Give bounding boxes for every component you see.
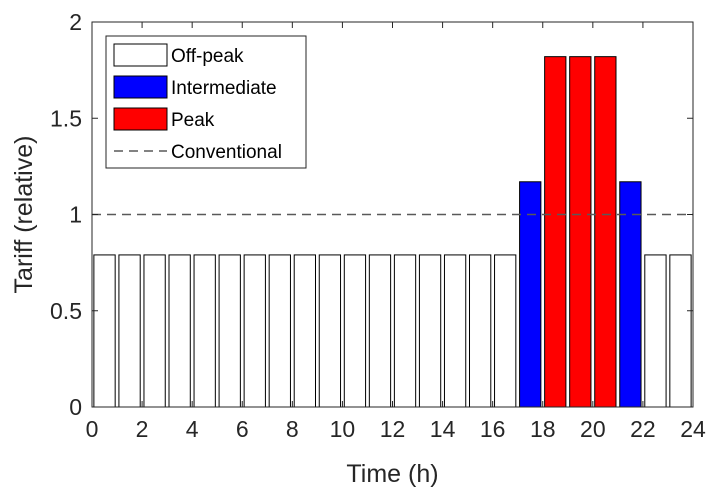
bar-intermediate-0 bbox=[519, 181, 542, 408]
bar-off-peak-17 bbox=[644, 254, 667, 408]
legend-label-peak: Peak bbox=[171, 110, 215, 131]
bar-intermediate-1 bbox=[619, 181, 642, 408]
x-tick-label: 16 bbox=[480, 416, 506, 442]
x-tick-label: 4 bbox=[186, 416, 199, 442]
bar-off-peak-13 bbox=[418, 254, 442, 408]
bar-off-peak-9 bbox=[318, 254, 342, 408]
bar-off-peak-5 bbox=[218, 254, 241, 408]
bar-off-peak-8 bbox=[293, 254, 316, 408]
bar-off-peak-11 bbox=[368, 254, 392, 408]
bar-peak-0 bbox=[544, 56, 567, 408]
y-tick-label: 1.5 bbox=[50, 105, 82, 131]
x-tick-label: 22 bbox=[630, 416, 656, 442]
bar-off-peak-0 bbox=[93, 254, 116, 408]
bar-peak-1 bbox=[569, 56, 592, 408]
y-tick-label: 1 bbox=[69, 202, 82, 228]
x-tick-label: 2 bbox=[136, 416, 149, 442]
legend-label-conventional: Conventional bbox=[171, 142, 282, 163]
legend-label-intermediate: Intermediate bbox=[171, 78, 277, 99]
bar-off-peak-14 bbox=[443, 254, 467, 408]
x-tick-label: 6 bbox=[236, 416, 249, 442]
bar-off-peak-2 bbox=[143, 254, 166, 408]
bar-off-peak-15 bbox=[469, 254, 492, 408]
x-axis: 0 2 4 6 8 10 12 14 16 18 20 22 24 bbox=[86, 22, 706, 442]
bar-off-peak-6 bbox=[243, 254, 266, 408]
legend-swatch-intermediate bbox=[113, 75, 168, 99]
y-tick-label: 2 bbox=[69, 9, 82, 35]
y-axis-label: Tariff (relative) bbox=[10, 136, 38, 294]
x-tick-label: 10 bbox=[330, 416, 356, 442]
bar-off-peak-3 bbox=[168, 254, 191, 408]
x-tick-label: 14 bbox=[430, 416, 456, 442]
legend-swatch-peak bbox=[113, 107, 168, 131]
x-axis-label: Time (h) bbox=[346, 460, 438, 488]
legend: Off-peak Intermediate Peak Conventional bbox=[105, 35, 307, 169]
bar-off-peak-16 bbox=[494, 254, 517, 408]
bar-peak-2 bbox=[594, 56, 617, 408]
y-tick-label: 0.5 bbox=[50, 298, 82, 324]
x-tick-label: 18 bbox=[530, 416, 556, 442]
x-tick-label: 8 bbox=[286, 416, 299, 442]
legend-label-off-peak: Off-peak bbox=[171, 46, 244, 67]
bar-off-peak-7 bbox=[268, 254, 291, 408]
bar-off-peak-12 bbox=[393, 254, 417, 408]
bars-layer bbox=[93, 56, 692, 408]
x-tick-label: 0 bbox=[86, 416, 99, 442]
bar-off-peak-4 bbox=[193, 254, 216, 408]
y-tick-label: 0 bbox=[69, 394, 82, 420]
bar-off-peak-1 bbox=[118, 254, 141, 408]
x-tick-label: 20 bbox=[580, 416, 606, 442]
legend-swatch-off-peak bbox=[113, 43, 168, 67]
y-axis: 0 0.5 1 1.5 2 bbox=[50, 9, 693, 420]
x-tick-label: 24 bbox=[680, 416, 706, 442]
x-tick-label: 12 bbox=[380, 416, 406, 442]
bar-off-peak-18 bbox=[669, 254, 692, 408]
bar-off-peak-10 bbox=[343, 254, 367, 408]
